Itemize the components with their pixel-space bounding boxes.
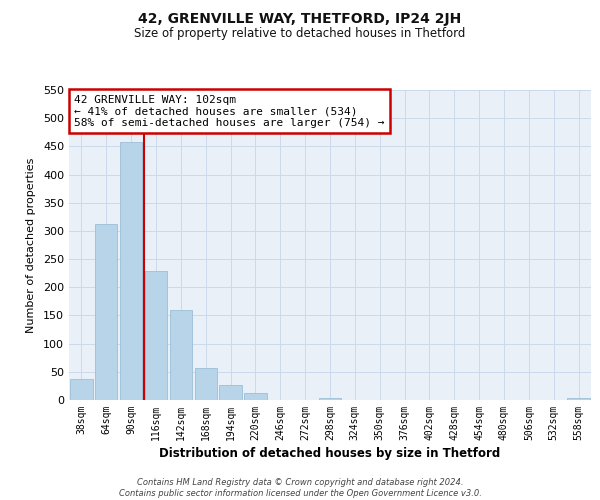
Bar bbox=[244, 393, 266, 400]
Bar bbox=[145, 272, 167, 400]
Text: 42, GRENVILLE WAY, THETFORD, IP24 2JH: 42, GRENVILLE WAY, THETFORD, IP24 2JH bbox=[139, 12, 461, 26]
Bar bbox=[568, 398, 590, 400]
Y-axis label: Number of detached properties: Number of detached properties bbox=[26, 158, 36, 332]
Bar bbox=[95, 224, 118, 400]
X-axis label: Distribution of detached houses by size in Thetford: Distribution of detached houses by size … bbox=[160, 447, 500, 460]
Bar bbox=[319, 398, 341, 400]
Text: Size of property relative to detached houses in Thetford: Size of property relative to detached ho… bbox=[134, 28, 466, 40]
Bar bbox=[220, 385, 242, 400]
Text: Contains HM Land Registry data © Crown copyright and database right 2024.
Contai: Contains HM Land Registry data © Crown c… bbox=[119, 478, 481, 498]
Bar bbox=[194, 368, 217, 400]
Bar bbox=[120, 142, 142, 400]
Bar bbox=[170, 310, 192, 400]
Bar bbox=[70, 378, 92, 400]
Text: 42 GRENVILLE WAY: 102sqm
← 41% of detached houses are smaller (534)
58% of semi-: 42 GRENVILLE WAY: 102sqm ← 41% of detach… bbox=[74, 94, 385, 128]
